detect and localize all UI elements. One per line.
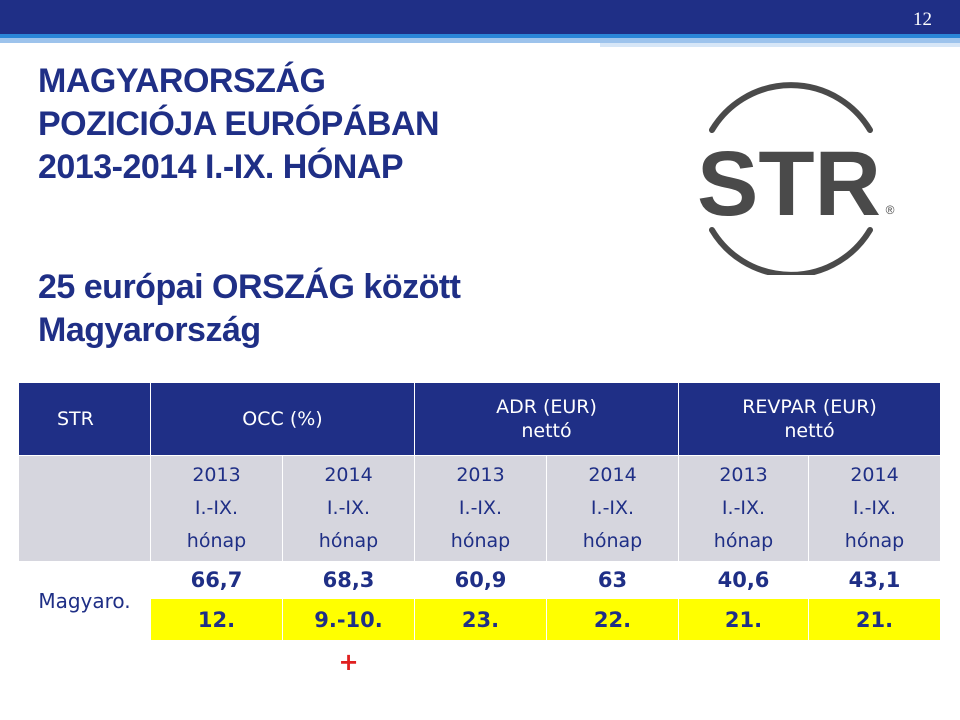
rank-cell: 21. xyxy=(808,598,942,641)
country-label: Magyaro. xyxy=(18,561,151,641)
subtitle-line: Magyarország xyxy=(38,311,261,349)
header-adr: ADR (EUR) nettó xyxy=(414,382,680,456)
rank-cell: 23. xyxy=(414,598,548,641)
period-cell: 2014 I.-IX. hónap xyxy=(546,455,680,562)
title-line: 2013-2014 I.-IX. HÓNAP xyxy=(38,148,404,186)
empty-cell xyxy=(808,640,942,684)
header-revpar: REVPAR (EUR) nettó xyxy=(678,382,942,456)
title-line: POZICIÓJA EURÓPÁBAN xyxy=(38,105,440,143)
empty-cell xyxy=(150,640,283,684)
header-adr-line: nettó xyxy=(521,420,572,442)
value-cell: 66,7 xyxy=(150,561,283,599)
rank-cell: 12. xyxy=(150,598,283,641)
period-cell: 2013 I.-IX. hónap xyxy=(150,455,283,562)
value-cell: 60,9 xyxy=(414,561,548,599)
header-revpar-line: nettó xyxy=(784,420,835,442)
subtitle-line: 25 európai ORSZÁG között xyxy=(38,268,461,306)
slide-number: 12 xyxy=(913,9,932,30)
period-cell: 2013 I.-IX. hónap xyxy=(678,455,810,562)
header-adr-line: ADR (EUR) xyxy=(496,396,597,418)
rank-cell: 21. xyxy=(678,598,810,641)
change-marker: + xyxy=(281,640,416,684)
empty-cell xyxy=(414,640,548,684)
rank-cell: 22. xyxy=(546,598,680,641)
slide-subtitle: 25 európai ORSZÁG között Magyarország xyxy=(38,266,461,352)
blank-cell xyxy=(18,455,151,562)
value-cell: 68,3 xyxy=(281,561,416,599)
logo-text: STR xyxy=(697,133,881,235)
value-cell: 63 xyxy=(546,561,680,599)
period-cell: 2013 I.-IX. hónap xyxy=(414,455,548,562)
header-occ: OCC (%) xyxy=(149,382,416,456)
registered-mark: ® xyxy=(886,203,895,217)
kpi-table: STR OCC (%) ADR (EUR) nettó REVPAR (EUR)… xyxy=(18,382,942,684)
period-cell: 2014 I.-IX. hónap xyxy=(281,455,416,562)
rank-cell: 9.-10. xyxy=(281,598,416,641)
banner-stripe xyxy=(0,38,960,43)
header-str: STR xyxy=(18,382,151,456)
logo-arc-bottom xyxy=(709,227,873,278)
top-banner xyxy=(0,0,960,34)
value-cell: 40,6 xyxy=(678,561,810,599)
logo-arc-top xyxy=(709,82,873,133)
header-revpar-line: REVPAR (EUR) xyxy=(742,396,877,418)
title-line: MAGYARORSZÁG xyxy=(38,62,326,100)
empty-cell xyxy=(546,640,680,684)
banner-stripe xyxy=(0,34,960,38)
empty-cell xyxy=(678,640,810,684)
empty-cell xyxy=(18,640,151,684)
banner-stripe xyxy=(600,43,960,47)
str-logo: STR ® xyxy=(686,80,896,278)
value-cell: 43,1 xyxy=(808,561,942,599)
period-cell: 2014 I.-IX. hónap xyxy=(808,455,942,562)
slide-title: MAGYARORSZÁG POZICIÓJA EURÓPÁBAN 2013-20… xyxy=(38,60,440,189)
